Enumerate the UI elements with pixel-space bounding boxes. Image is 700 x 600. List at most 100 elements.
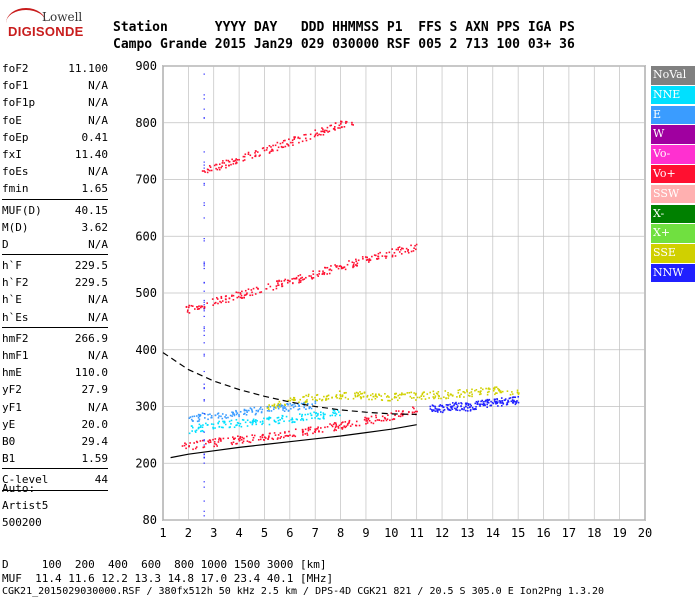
echo-point — [465, 403, 467, 406]
echo-point — [285, 415, 288, 418]
echo-point — [196, 415, 198, 417]
param-value: 11.40 — [74, 147, 108, 161]
echo-point — [308, 407, 311, 410]
echo-point — [332, 128, 335, 130]
echo-point — [375, 395, 377, 397]
echo-point — [342, 426, 344, 429]
echo-point — [203, 182, 205, 185]
echo-point — [277, 284, 279, 286]
echo-point — [240, 438, 243, 441]
echo-point — [413, 407, 415, 410]
echo-point — [326, 273, 329, 275]
echo-point — [300, 415, 303, 418]
echo-point — [293, 396, 295, 399]
echo-point — [242, 159, 245, 162]
echo-point — [200, 305, 202, 307]
param-value: N/A — [88, 79, 108, 93]
echo-point — [407, 250, 409, 252]
legend-item: SSW — [651, 184, 695, 204]
echo-point — [203, 515, 205, 517]
echo-point — [220, 438, 222, 441]
echo-point — [309, 412, 312, 415]
echo-point — [318, 430, 320, 432]
echo-point — [203, 263, 205, 265]
echo-point — [312, 273, 315, 275]
echo-point — [189, 442, 191, 444]
echo-point — [292, 406, 295, 409]
echo-point — [360, 397, 362, 400]
echo-point — [514, 400, 516, 403]
echo-point — [465, 405, 467, 408]
echo-point — [451, 408, 454, 411]
echo-point — [515, 402, 517, 404]
echo-point — [293, 138, 296, 140]
echo-point — [318, 273, 320, 275]
echo-point — [480, 393, 482, 395]
echo-point — [347, 398, 350, 400]
echo-point — [322, 414, 325, 416]
echo-point — [366, 420, 369, 422]
echo-point — [216, 296, 218, 299]
param-key: foE — [2, 113, 22, 127]
echo-point — [473, 408, 476, 410]
x-tick-label: 2 — [185, 526, 192, 540]
echo-point — [216, 168, 219, 171]
echo-point — [385, 396, 388, 398]
echo-point — [415, 392, 417, 395]
echo-point — [282, 139, 285, 142]
echo-point — [437, 397, 440, 400]
echo-point — [235, 418, 238, 421]
echo-point — [374, 419, 377, 422]
echo-point — [285, 408, 288, 411]
echo-point — [413, 396, 415, 399]
legend: NoVal NNE E W Vo- Vo+ SSW X- X+ SSE NNW — [651, 66, 695, 284]
echo-point — [463, 396, 465, 398]
echo-point — [339, 414, 341, 417]
echo-point — [192, 426, 194, 429]
echo-point — [238, 439, 241, 442]
echo-point — [343, 391, 346, 394]
echo-point — [327, 397, 330, 400]
echo-point — [372, 422, 375, 425]
echo-point — [285, 434, 288, 437]
param-row: hmE 110.0 — [2, 364, 108, 381]
echo-point — [225, 417, 228, 419]
echo-point — [185, 443, 187, 446]
echo-point — [195, 446, 198, 448]
y-tick-label: 400 — [135, 343, 157, 357]
echo-point — [253, 434, 256, 437]
echo-point — [282, 409, 284, 411]
echo-point — [302, 396, 304, 398]
echo-point — [281, 417, 283, 419]
echo-point — [276, 141, 279, 144]
echo-point — [451, 402, 454, 404]
echo-point — [314, 402, 317, 404]
echo-point — [516, 389, 519, 392]
echo-point — [219, 437, 222, 440]
echo-point — [331, 425, 334, 428]
echo-point — [194, 308, 196, 310]
echo-point — [273, 404, 276, 406]
echo-point — [371, 398, 373, 401]
echo-point — [263, 417, 265, 420]
echo-point — [469, 406, 471, 409]
echo-point — [388, 396, 390, 398]
echo-point — [305, 400, 307, 403]
echo-point — [488, 398, 491, 401]
echo-point — [203, 94, 205, 96]
header-line1: Station YYYY DAY DDD HHMMSS P1 FFS S AXN… — [113, 20, 575, 35]
param-value: N/A — [88, 400, 108, 414]
echo-point — [421, 392, 424, 395]
echo-point — [282, 146, 285, 149]
echo-point — [341, 395, 344, 398]
echo-point — [334, 428, 336, 431]
echo-point — [217, 422, 220, 425]
echo-point — [471, 393, 473, 396]
echo-point — [279, 419, 281, 421]
echo-point — [319, 411, 322, 414]
echo-point — [481, 403, 484, 406]
echo-point — [272, 288, 275, 291]
echo-point — [406, 392, 409, 394]
echo-point — [309, 426, 312, 429]
echo-point — [188, 304, 191, 307]
